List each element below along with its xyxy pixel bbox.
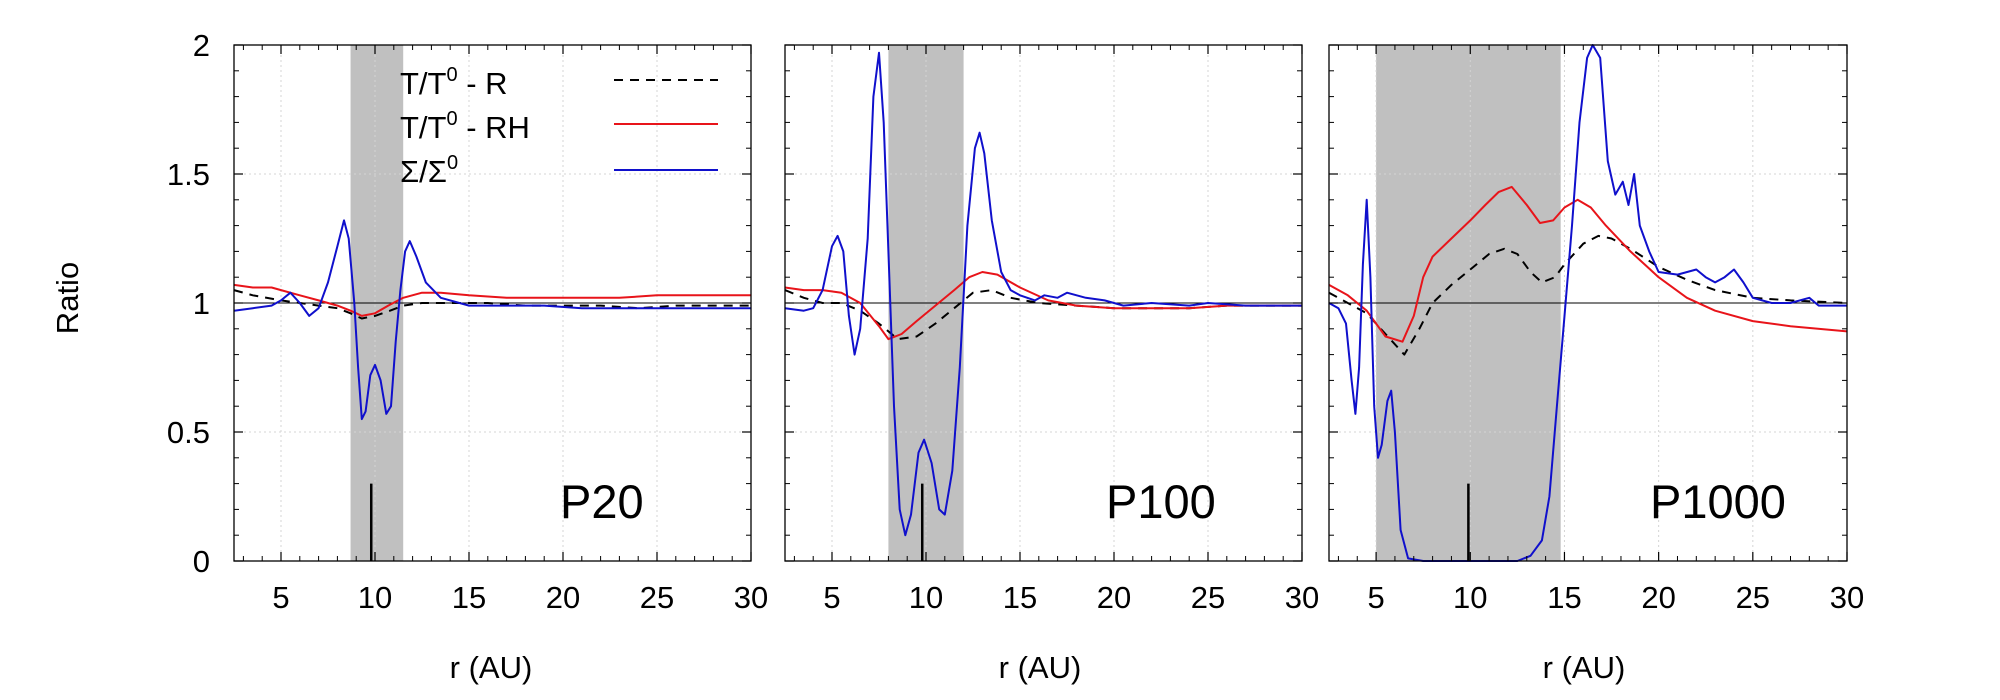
panel-p1000-frame-layer: 5 10 15 20 25 30	[1328, 44, 1864, 615]
panel-p1000-x-tick-label-2: 15	[1547, 580, 1581, 615]
panel-p20-x-axis-title: r (AU)	[450, 650, 533, 685]
panel-p100-x-tick-label-4: 25	[1191, 580, 1225, 615]
panel-p20-x-tick-label-0: 5	[272, 580, 289, 615]
panel-p20: 5 10 15 20 25 30 P20 r (AU)	[233, 44, 768, 685]
panel-p100-x-tick-label-0: 5	[823, 580, 840, 615]
y-tick-label-3: 1.5	[167, 157, 210, 192]
panel-p100-x-tick-label-1: 10	[909, 580, 943, 615]
panel-p100-x-tick-label-5: 30	[1285, 580, 1319, 615]
panel-p20-grid-layer	[234, 45, 751, 561]
panel-p100-x-axis-title: r (AU)	[999, 650, 1082, 685]
panel-p100-series-trh	[784, 271, 1302, 341]
panel-p100-frame	[784, 44, 1303, 562]
y-tick-labels: 0 0.5 1 1.5 2	[167, 28, 210, 579]
panel-p1000: 5 10 15 20 25 30 P1000 r (AU)	[1328, 44, 1864, 685]
panel-p20-x-tick-label-2: 15	[452, 580, 486, 615]
panel-p1000-x-tick-label-3: 20	[1641, 580, 1675, 615]
panel-p20-series-trh	[233, 283, 751, 317]
panel-p1000-x-axis-title: r (AU)	[1543, 650, 1626, 685]
panel-p1000-x-tick-label-4: 25	[1736, 580, 1770, 615]
panel-p100-x-tick-label-3: 20	[1097, 580, 1131, 615]
panel-p20-frame-layer: 5 10 15 20 25 30	[233, 44, 768, 615]
panel-p100-label: P100	[1106, 475, 1216, 528]
panel-p100-frame-layer: 5 10 15 20 25 30	[784, 44, 1319, 615]
legend-label-trh: T/T0 - RH	[400, 108, 530, 145]
panel-p1000-x-tick-label-5: 30	[1830, 580, 1864, 615]
y-tick-label-4: 2	[193, 28, 210, 63]
panel-p1000-series-tr	[1328, 234, 1848, 356]
panel-p20-label: P20	[560, 475, 644, 528]
panel-p1000-series-layer	[1328, 44, 1848, 562]
panel-p1000-series-sig	[1328, 44, 1847, 562]
panel-p1000-x-tick-label-0: 5	[1367, 580, 1384, 615]
panel-p100-series-layer	[784, 51, 1302, 561]
y-tick-label-0: 0	[193, 544, 210, 579]
y-tick-label-2: 1	[193, 286, 210, 321]
panel-p1000-series-trh	[1328, 185, 1848, 343]
panel-p100-series-sig	[784, 51, 1302, 537]
panel-p1000-frame	[1328, 44, 1848, 562]
panel-p100-x-tick-label-2: 15	[1003, 580, 1037, 615]
panel-p20-series-layer	[233, 219, 751, 561]
panel-p20-frame	[233, 44, 752, 562]
panel-p20-x-tick-label-5: 30	[734, 580, 768, 615]
legend-label-tr: T/T0 - R	[400, 64, 508, 101]
panel-p20-x-tick-label-3: 20	[546, 580, 580, 615]
y-tick-label-1: 0.5	[167, 415, 210, 450]
legend: T/T0 - R T/T0 - RH Σ/Σ0	[400, 64, 718, 189]
panel-p1000-x-tick-label-1: 10	[1453, 580, 1487, 615]
panel-p100: 5 10 15 20 25 30 P100 r (AU)	[784, 44, 1319, 685]
y-axis-title: Ratio	[50, 262, 85, 334]
panel-p20-x-tick-label-1: 10	[358, 580, 392, 615]
panel-p20-x-tick-label-4: 25	[640, 580, 674, 615]
legend-label-sig: Σ/Σ0	[400, 152, 458, 189]
panel-p1000-label: P1000	[1650, 475, 1786, 528]
panel-p20-series-sig	[233, 219, 751, 421]
